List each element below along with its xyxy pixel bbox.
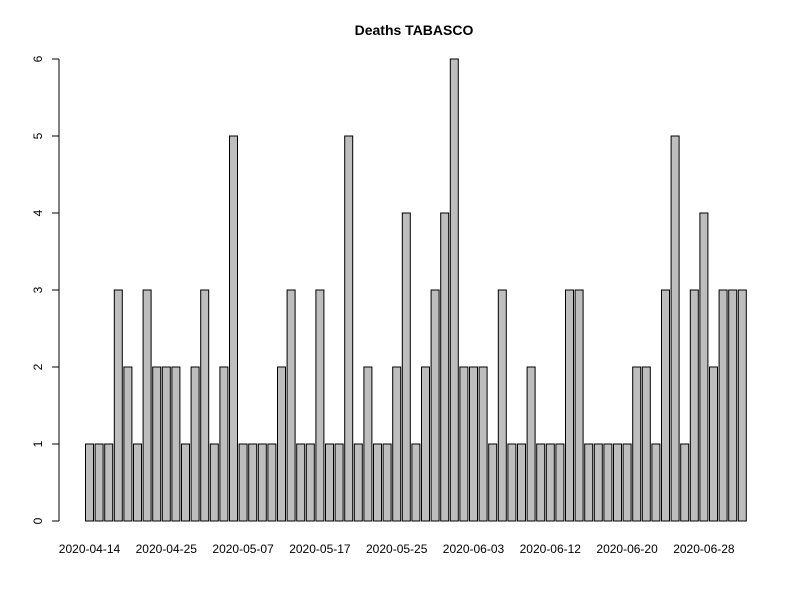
y-tick-label-5: 5	[31, 132, 45, 139]
x-tick-label-32: 2020-05-25	[366, 542, 428, 556]
bar-20	[277, 366, 286, 522]
bar-11	[190, 366, 200, 522]
bar-29	[363, 366, 373, 522]
bar-66	[718, 289, 728, 522]
bar-10	[181, 443, 190, 522]
bar-4	[123, 366, 133, 522]
x-tick-label-0: 2020-04-14	[59, 542, 121, 556]
bar-58	[641, 366, 651, 522]
bar-17	[248, 443, 258, 522]
y-tick-label-2: 2	[31, 363, 45, 370]
y-tick-label-4: 4	[31, 209, 45, 216]
x-axis: 2020-04-14 2020-04-25 2020-05-07 2020-05-17…	[59, 542, 735, 556]
bar-0	[85, 443, 94, 522]
bar-22	[296, 443, 306, 522]
bar-21	[286, 289, 296, 522]
bar-2	[104, 443, 114, 522]
bar-47	[536, 443, 546, 522]
x-tick-label-40: 2020-06-03	[443, 542, 505, 556]
bar-7	[152, 366, 162, 522]
bar-8	[161, 366, 171, 522]
bar-61	[670, 135, 680, 522]
bar-43	[497, 289, 507, 522]
bar-42	[488, 443, 498, 522]
bar-68	[737, 289, 747, 522]
bar-33	[401, 212, 411, 522]
bar-28	[353, 443, 363, 522]
bar-16	[238, 443, 248, 522]
bar-18	[257, 443, 267, 522]
bar-63	[689, 289, 699, 522]
bar-13	[209, 443, 219, 522]
bar-52	[584, 443, 594, 522]
bar-39	[459, 366, 469, 522]
bar-25	[325, 443, 334, 522]
bar-6	[142, 289, 152, 522]
bar-26	[334, 443, 344, 522]
y-axis: 0 1 2 3 4 5 6	[31, 55, 60, 524]
x-tick-label-56: 2020-06-20	[596, 542, 658, 556]
bar-50	[565, 289, 574, 522]
bar-45	[517, 443, 526, 522]
bar-60	[661, 289, 670, 522]
bar-46	[526, 366, 536, 522]
bar-3	[113, 289, 123, 522]
bar-49	[555, 443, 565, 522]
bar-31	[382, 443, 392, 522]
bars-group	[85, 58, 747, 522]
bar-30	[373, 443, 382, 522]
bar-53	[593, 443, 603, 522]
bar-51	[574, 289, 584, 522]
y-tick-label-6: 6	[31, 55, 45, 62]
bar-5	[133, 443, 142, 522]
x-tick-label-64: 2020-06-28	[673, 542, 735, 556]
x-tick-label-24: 2020-05-17	[289, 542, 351, 556]
chart-title: Deaths TABASCO	[355, 22, 474, 38]
bar-54	[603, 443, 613, 522]
bar-23	[305, 443, 315, 522]
bar-27	[344, 135, 354, 522]
bar-57	[632, 366, 642, 522]
bar-12	[200, 289, 210, 522]
y-tick-label-3: 3	[31, 286, 45, 293]
bar-56	[622, 443, 632, 522]
x-tick-label-48: 2020-06-12	[520, 542, 582, 556]
bar-37	[440, 212, 450, 522]
bar-24	[315, 289, 325, 522]
y-tick-label-1: 1	[31, 440, 45, 447]
bar-19	[267, 443, 277, 522]
bar-14	[219, 366, 229, 522]
bar-32	[392, 366, 402, 522]
bar-34	[411, 443, 421, 522]
x-tick-label-8: 2020-04-25	[136, 542, 198, 556]
y-tick-label-0: 0	[31, 517, 45, 524]
bar-40	[469, 366, 478, 522]
bar-38	[449, 58, 459, 522]
bar-41	[478, 366, 488, 522]
bar-15	[229, 135, 238, 522]
bar-62	[680, 443, 690, 522]
x-tick-label-16: 2020-05-07	[212, 542, 274, 556]
bar-44	[507, 443, 517, 522]
bar-64	[699, 212, 709, 522]
bar-9	[171, 366, 181, 522]
bar-35	[421, 366, 430, 522]
bar-48	[545, 443, 555, 522]
bar-55	[613, 443, 622, 522]
bar-1	[94, 443, 104, 522]
bar-67	[728, 289, 738, 522]
bar-36	[430, 289, 440, 522]
bar-59	[651, 443, 661, 522]
bar-65	[709, 366, 718, 522]
